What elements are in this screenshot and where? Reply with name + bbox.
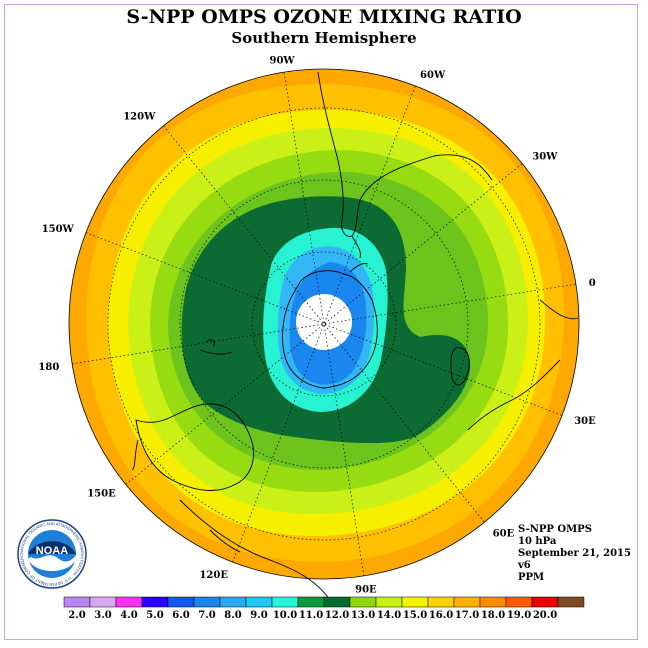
color-scale-swatch	[375, 596, 403, 608]
longitude-label: 120E	[199, 570, 228, 581]
color-scale-label: 6.0	[172, 610, 189, 621]
longitude-label: 0	[589, 278, 596, 289]
map-boundary	[68, 68, 580, 580]
coastline-antarctica	[282, 263, 378, 389]
longitude-label: 90W	[269, 55, 295, 66]
longitude-label: 60W	[420, 70, 446, 81]
color-scale-swatch	[141, 596, 169, 608]
longitude-label: 30E	[574, 416, 596, 427]
color-scale-swatch	[453, 596, 481, 608]
color-scale-swatch	[479, 596, 507, 608]
coastline-madagascar	[450, 347, 470, 386]
color-scale-swatch	[89, 596, 117, 608]
color-scale-swatch	[349, 596, 377, 608]
info-date: September 21, 2015	[518, 548, 631, 559]
color-scale-swatch	[401, 596, 429, 608]
color-scale-swatch	[271, 596, 299, 608]
coastline-south-america	[317, 71, 493, 259]
color-scale-label: 20.0	[533, 610, 557, 621]
longitude-label: 30W	[532, 151, 558, 162]
info-units: PPM	[518, 572, 545, 583]
meridian-line	[232, 85, 416, 563]
color-scale-label: 2.0	[68, 610, 85, 621]
color-scale-label: 3.0	[94, 610, 111, 621]
color-scale-label: 18.0	[481, 610, 505, 621]
graticule	[72, 72, 576, 576]
color-scale-swatch	[63, 596, 91, 608]
color-scale-label: 15.0	[403, 610, 427, 621]
color-scale-label: 12.0	[325, 610, 349, 621]
color-scale-label: 5.0	[146, 610, 163, 621]
color-scale-swatch	[297, 596, 325, 608]
noaa-logo: NOAA NATIONAL OCEANIC AND ATMOSPHERIC AD…	[16, 515, 87, 593]
longitude-label: 180	[38, 362, 59, 373]
coastline-africa	[467, 299, 579, 431]
latitude-circle-1	[251, 251, 397, 397]
map-title: S-NPP OMPS OZONE MIXING RATIO	[126, 6, 522, 28]
color-scale-swatch	[115, 596, 143, 608]
plot-frame	[4, 4, 638, 640]
coastline-new-zealand	[199, 339, 233, 355]
meridian-line	[283, 72, 365, 576]
longitude-label: 120W	[123, 112, 156, 123]
color-scale-label: 9.0	[250, 610, 267, 621]
info-version: v6	[518, 560, 531, 571]
meridian-line	[72, 283, 576, 365]
color-scale-swatch	[427, 596, 455, 608]
color-scale-label: 4.0	[120, 610, 137, 621]
color-scale-label: 16.0	[429, 610, 453, 621]
longitude-label: 90E	[355, 585, 377, 596]
color-scale-swatch	[323, 596, 351, 608]
map-subtitle: Southern Hemisphere	[231, 29, 417, 47]
color-scale-labels: 2.0 3.0 4.0 5.0 6.0 7.0 8.0 9.0 10.0 11.0 12.0 13.0…	[68, 610, 557, 621]
ozone-contour-field	[69, 69, 579, 579]
logo-noaa-text: NOAA	[36, 545, 68, 557]
meridian-line	[125, 163, 523, 485]
color-scale-label: 11.0	[299, 610, 323, 621]
color-scale-swatch	[193, 596, 221, 608]
longitude-label: 60E	[493, 528, 515, 539]
longitude-labels: 90W 60W 30W 0 30E 60E 90E 120E 150E 180 150W 120W	[38, 55, 596, 595]
product-info: S-NPP OMPS 10 hPa September 21, 2015 v6 …	[518, 524, 631, 584]
color-scale-swatch	[531, 596, 559, 608]
color-scale-swatch	[219, 596, 247, 608]
color-scale-swatch	[557, 596, 585, 608]
latitude-circle-3	[107, 107, 541, 541]
color-scale-label: 13.0	[351, 610, 375, 621]
noaa-emblem: NOAA NATIONAL OCEANIC AND ATMOSPHERIC AD…	[16, 515, 87, 589]
info-instrument: S-NPP OMPS	[518, 524, 592, 535]
color-scale-swatch	[167, 596, 195, 608]
color-scale-label: 7.0	[198, 610, 215, 621]
color-scale-swatch	[505, 596, 533, 608]
coastline-australia	[131, 403, 254, 491]
meridian-lines	[72, 72, 576, 576]
coastlines	[131, 71, 579, 601]
info-pressure: 10 hPa	[518, 536, 557, 547]
meridian-line	[85, 232, 563, 416]
color-scale-label: 17.0	[455, 610, 479, 621]
color-scale-label: 10.0	[273, 610, 297, 621]
color-scale-swatch	[245, 596, 273, 608]
color-scale-label: 14.0	[377, 610, 401, 621]
longitude-label: 150E	[87, 489, 116, 500]
longitude-label: 150W	[42, 224, 75, 235]
color-scale-label: 8.0	[224, 610, 241, 621]
latitude-circle-2	[179, 179, 469, 469]
meridian-line	[163, 125, 485, 523]
color-scale-label: 19.0	[507, 610, 531, 621]
color-scale-swatches	[63, 596, 585, 608]
